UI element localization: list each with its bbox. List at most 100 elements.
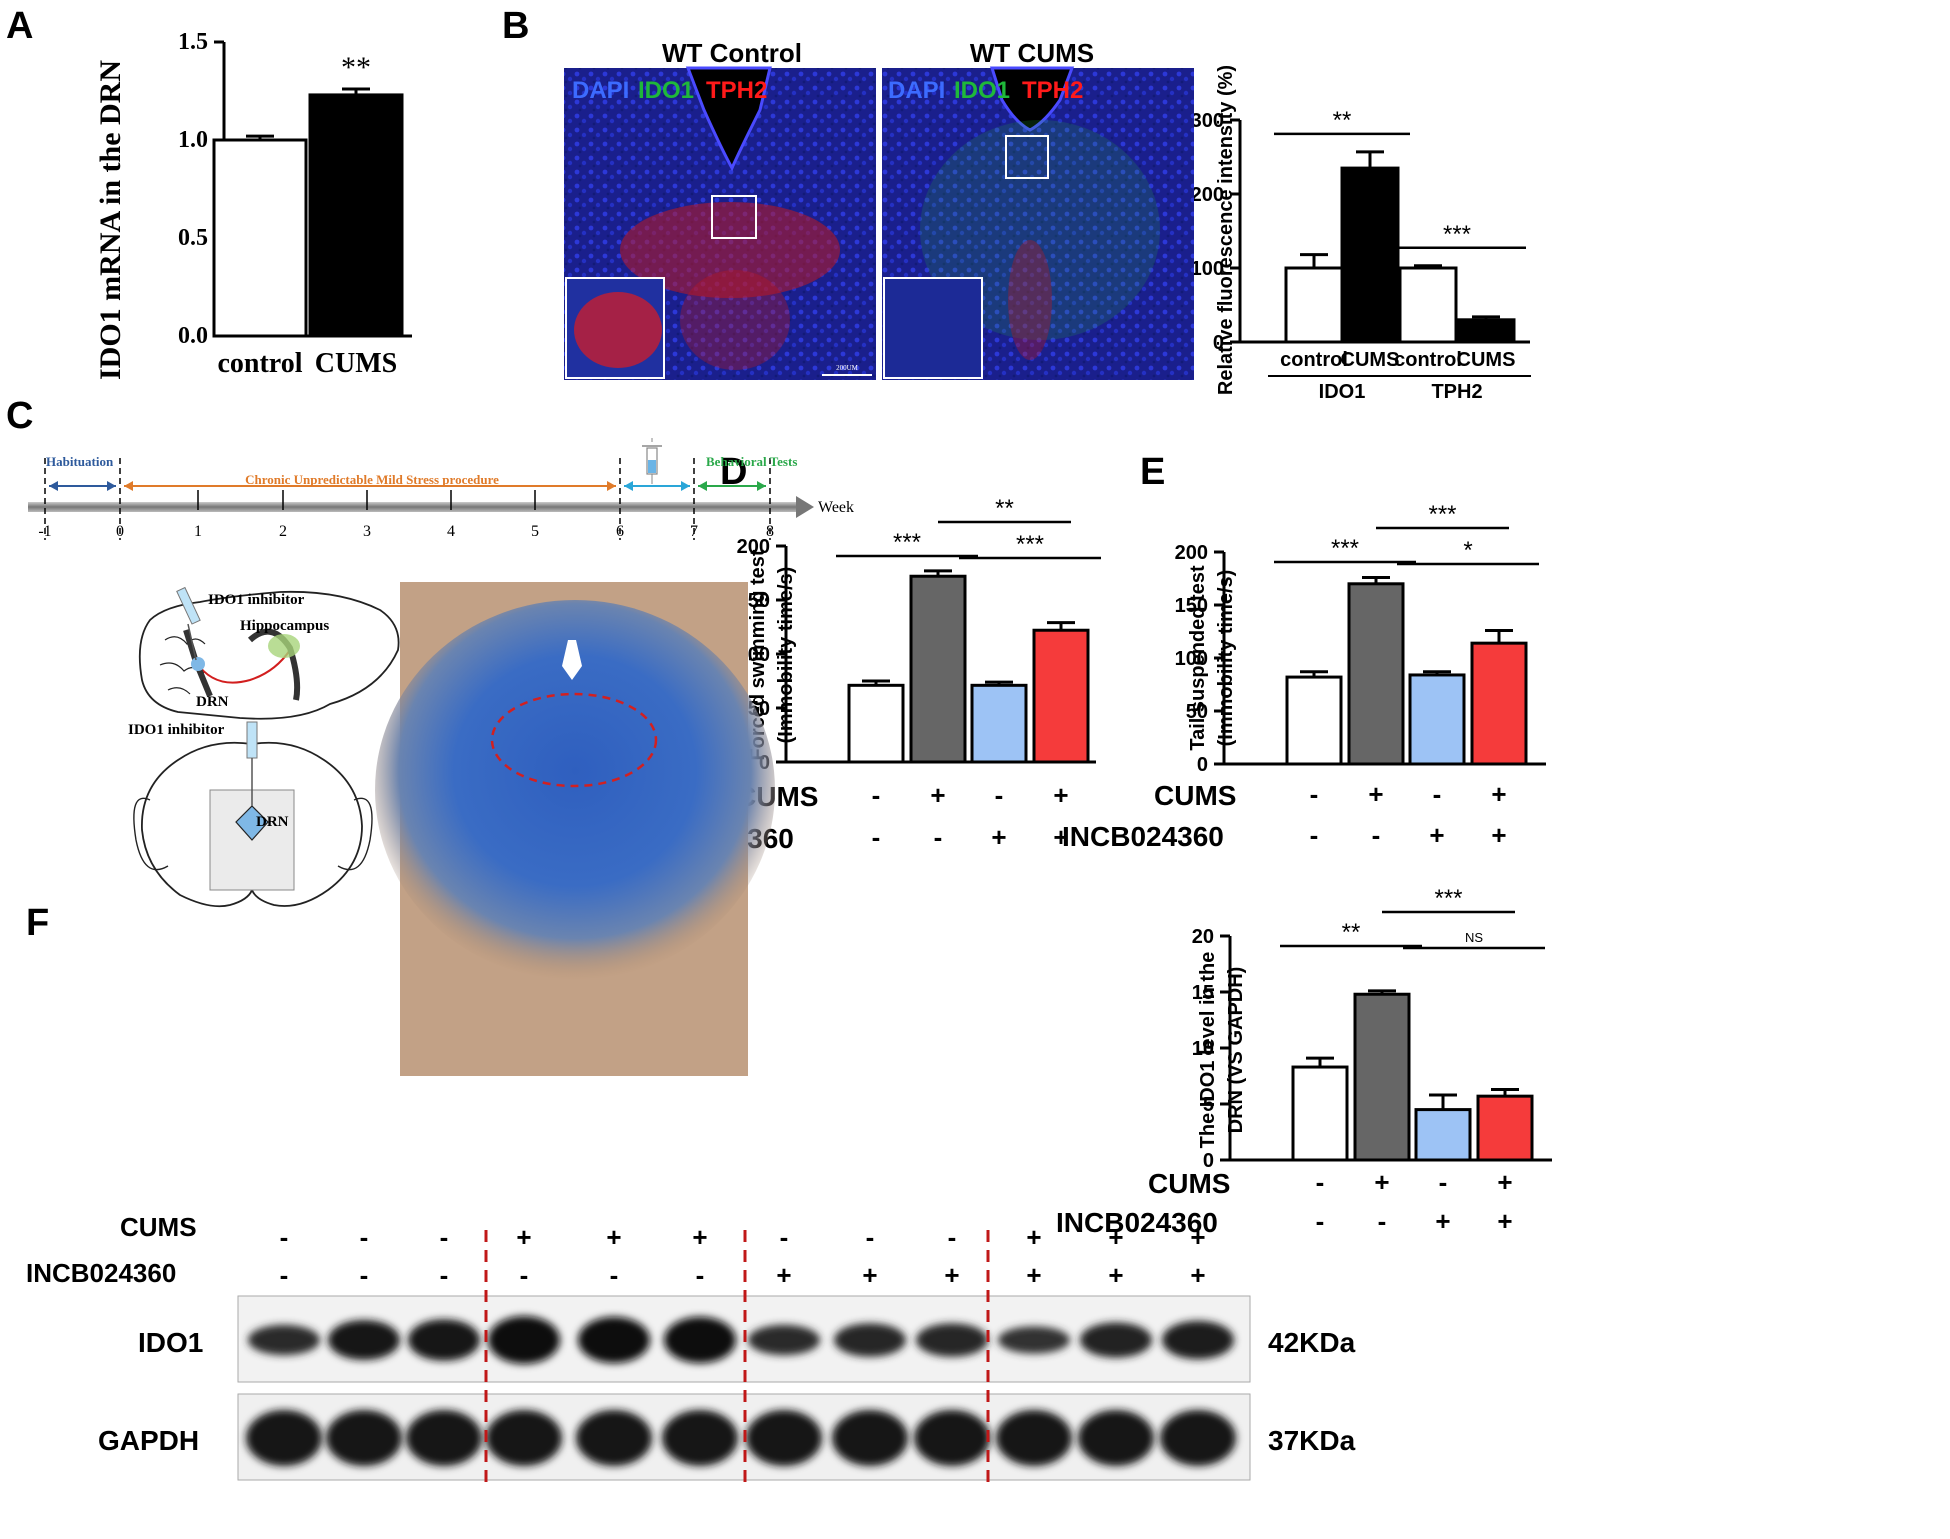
- sagittal-hippocampus-label: Hippocampus: [240, 618, 329, 634]
- chart-E-y-tick-label: 150: [1175, 595, 1208, 617]
- chart-E-inhibitor-sign: -: [1310, 820, 1319, 850]
- chart-D-cums-sign: +: [930, 780, 945, 810]
- western-gapdh-band: [486, 1410, 562, 1466]
- western-cums-sign: +: [1190, 1222, 1205, 1252]
- chart-A-significance: **: [341, 51, 371, 84]
- syringe-icon: [642, 438, 662, 484]
- chart-E-row-inhibitor-label: INCB024360: [1062, 821, 1224, 852]
- chart-D-cums-sign: -: [872, 780, 881, 810]
- western-ido1-band: [1162, 1320, 1234, 1360]
- chart-D-cums-sign: -: [995, 780, 1004, 810]
- chart-E-y-tick-label: 50: [1186, 701, 1208, 723]
- chart-B-bar: [1340, 166, 1400, 344]
- chart-E-cums-sign: -: [1310, 779, 1319, 809]
- timeline-tick-2: 2: [279, 523, 287, 540]
- western-gapdh-band: [406, 1410, 482, 1466]
- western-cums-sign: -: [866, 1222, 875, 1252]
- western-inhibitor-sign: +: [1190, 1260, 1205, 1290]
- chart-F-significance-text: NS: [1465, 930, 1483, 945]
- western-ido1-size: 42KDa: [1268, 1327, 1356, 1358]
- chart-F-cums-sign: +: [1497, 1167, 1512, 1197]
- micrograph-control-ventricle: [685, 66, 772, 172]
- chart-F-inhibitor-sign: +: [1497, 1206, 1512, 1236]
- chart-E-inhibitor-sign: +: [1491, 820, 1506, 850]
- western-inhibitor-sign: -: [520, 1260, 529, 1290]
- western-ido1-band: [916, 1323, 988, 1357]
- chart-A-y-label: IDO1 mRNA in the DRN: [94, 60, 127, 380]
- chart-B-bar: [1284, 266, 1344, 344]
- sagittal-drn-label: DRN: [196, 694, 229, 710]
- chart-A-y-tick-label: 0.5: [178, 225, 208, 251]
- drn-region: [191, 657, 205, 671]
- micrograph-cums-label-tph2: TPH2: [1022, 77, 1083, 104]
- timeline-axis-unit: Week: [818, 499, 854, 516]
- chart-A-y-tick-label: 1.5: [178, 29, 208, 55]
- panel-label-e: E: [1140, 451, 1165, 493]
- chart-D-y-tick-label: 200: [737, 536, 770, 558]
- western-cums-sign: -: [948, 1222, 957, 1252]
- micrograph-control-label-tph2: TPH2: [706, 77, 767, 104]
- chart-F-bar: [1414, 1108, 1472, 1162]
- western-inhibitor-sign: +: [862, 1260, 877, 1290]
- panel-label-c: C: [6, 395, 33, 437]
- chart-F-cums-sign: -: [1316, 1167, 1325, 1197]
- chart-E-y-tick-label: 200: [1175, 542, 1208, 564]
- chart-B-y-tick-label: 300: [1191, 110, 1224, 132]
- chart-F-y-label: The IDO1 level in the: [1197, 952, 1219, 1149]
- chart-E-significance-text: *: [1463, 537, 1472, 564]
- western-gapdh-label: GAPDH: [98, 1425, 199, 1456]
- western-inhibitor-sign: -: [280, 1260, 289, 1290]
- chart-E-bar: [1285, 675, 1343, 766]
- timeline-tick-5: 5: [531, 523, 539, 540]
- chart-B-category-label: control: [1280, 349, 1348, 371]
- western-ido1-band: [248, 1324, 320, 1356]
- micrograph-control-label-dapi: DAPI: [572, 77, 629, 104]
- timeline-axis-arrowhead: [796, 496, 814, 518]
- chart-F-row-inhibitor-label: INCB024360: [1056, 1207, 1218, 1238]
- chart-B-category-label: control: [1394, 349, 1462, 371]
- micrograph-control-tph2-signal-lower: [680, 270, 790, 370]
- chart-B-y-tick-label: 0: [1213, 332, 1224, 354]
- chart-D-significance-text: ***: [893, 529, 921, 556]
- chart-E-significance-text: ***: [1331, 535, 1359, 562]
- western-cums-sign: -: [440, 1222, 449, 1252]
- micrograph-scale-text: 200UM: [836, 364, 859, 372]
- chart-E-y-label-2: (Immobility time/s): [1215, 570, 1237, 747]
- chart-D-significance-text: ***: [1016, 531, 1044, 558]
- chart-E-bar: [1408, 673, 1466, 766]
- chart-B-y-tick-label: 100: [1191, 258, 1224, 280]
- chart-a-mrna: 0.0 0.5 1.0 1.5 IDO1 mRNA in the DRN control C…: [94, 29, 412, 380]
- western-inhibitor-sign: +: [1026, 1260, 1041, 1290]
- western-row-inhibitor-label: INCB024360: [26, 1258, 176, 1288]
- chart-F-y-tick-label: 15: [1192, 982, 1214, 1004]
- western-gapdh-band: [1160, 1410, 1236, 1466]
- panel-label-b: B: [502, 5, 529, 47]
- micrograph-cums-inset: [883, 277, 983, 379]
- chart-A-bar: [308, 93, 404, 338]
- chart-D-significance-text: **: [995, 495, 1014, 522]
- chart-E-cums-sign: +: [1368, 779, 1383, 809]
- micrograph-control-inset-signal: [574, 292, 662, 368]
- chart-F-y-tick-label: 5: [1203, 1094, 1214, 1116]
- western-cums-sign: -: [780, 1222, 789, 1252]
- timeline-tick-6: 6: [616, 523, 624, 540]
- western-inhibitor-sign: -: [440, 1260, 449, 1290]
- chart-A-y-tick-label: 1.0: [178, 127, 208, 153]
- chart-F-inhibitor-sign: -: [1378, 1206, 1387, 1236]
- western-ido1-band: [834, 1323, 906, 1357]
- chart-B-bar: [1456, 318, 1516, 344]
- western-cums-sign: +: [1026, 1222, 1041, 1252]
- chart-F-cums-sign: -: [1439, 1167, 1448, 1197]
- chart-D-inhibitor-sign: +: [991, 822, 1006, 852]
- micrograph-control: WT Control DAPI IDO1 TPH2 200UM: [564, 38, 876, 380]
- chart-D-inhibitor-sign: -: [872, 822, 881, 852]
- micrograph-control-title: WT Control: [662, 38, 802, 68]
- panel-label-f: F: [26, 902, 49, 944]
- chart-E-row-cums-label: CUMS: [1154, 780, 1236, 811]
- chart-B-significance-text: **: [1333, 107, 1352, 134]
- chart-F-inhibitor-sign: -: [1316, 1206, 1325, 1236]
- western-ido1-band: [328, 1320, 400, 1360]
- chart-A-y-tick-label: 0.0: [178, 323, 208, 349]
